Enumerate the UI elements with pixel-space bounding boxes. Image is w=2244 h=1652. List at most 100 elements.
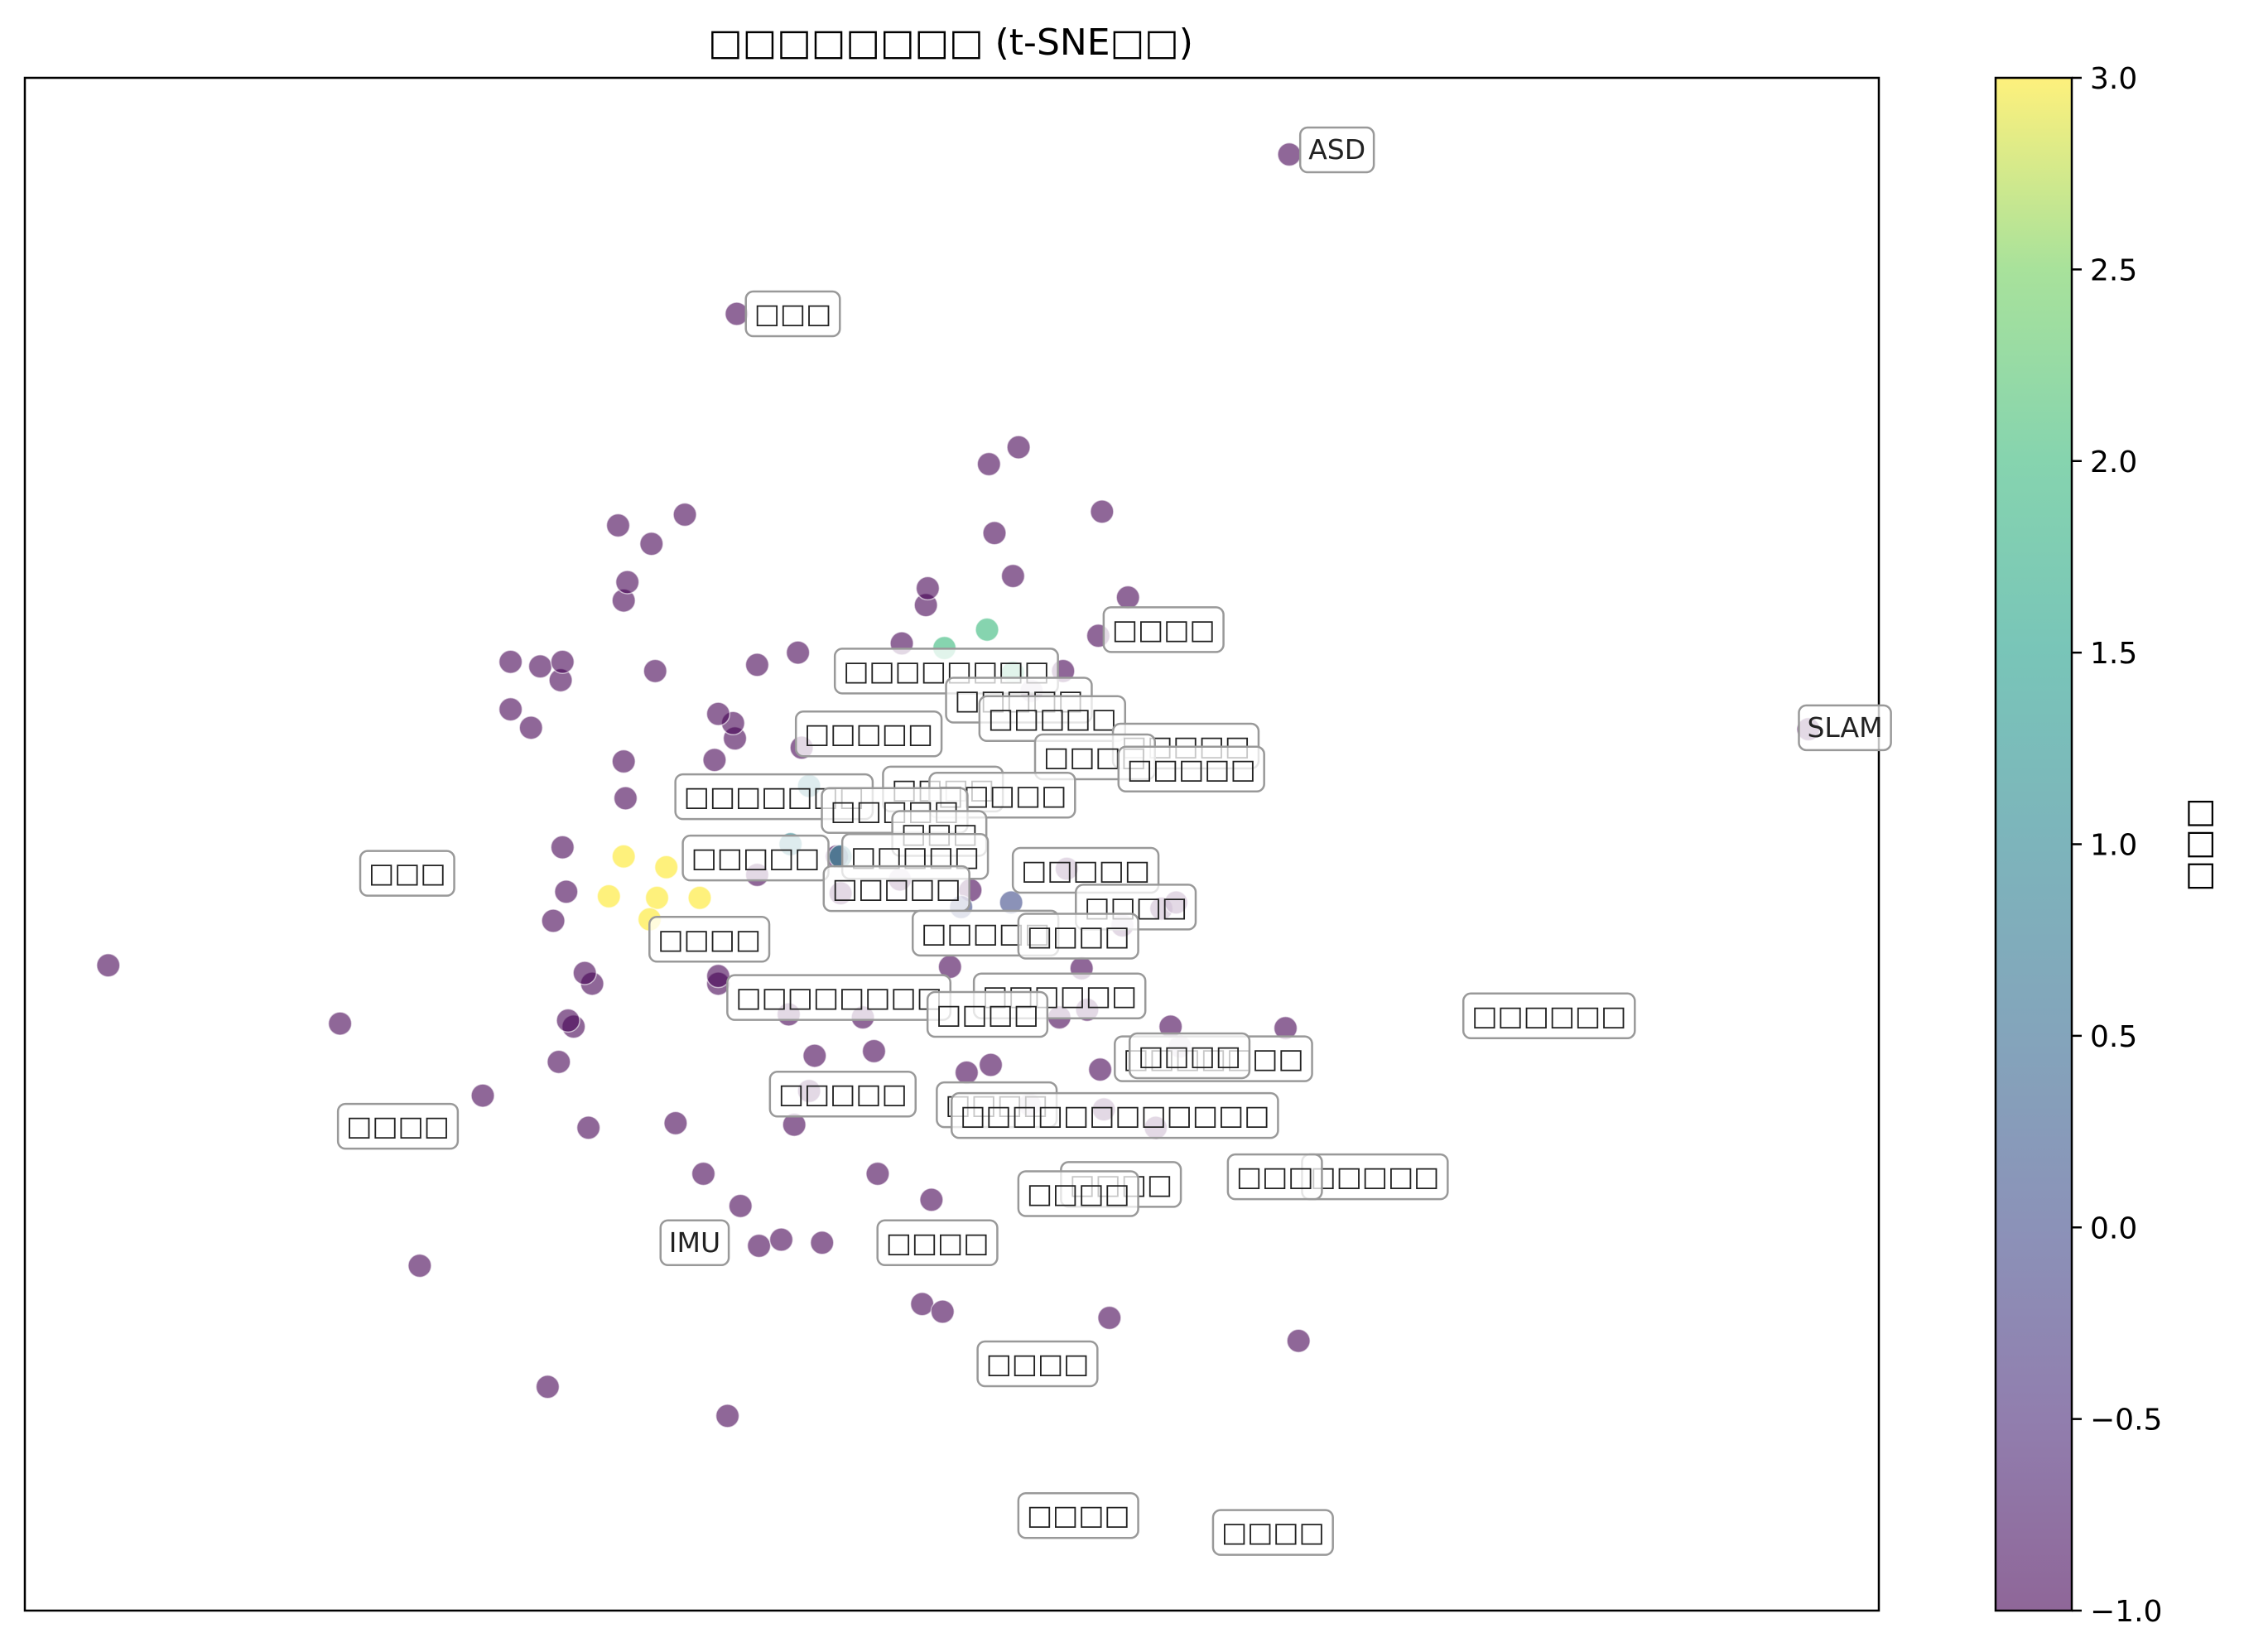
annotation-label: □□□□□ — [1021, 854, 1150, 886]
scatter-point — [728, 1193, 754, 1219]
scatter-point — [614, 570, 640, 595]
annotation-label: □□□□□ — [1310, 1160, 1439, 1192]
annotation-label: □□□□ — [986, 1347, 1090, 1380]
point-annotation: □□□□□□□□□□□□ — [951, 1091, 1279, 1139]
annotation-layer: ASD□□□□□□□SLAM□□□□□□□□□□□□□□□□□□ □□□□□□□□… — [336, 126, 1892, 1556]
scatter-point — [550, 835, 575, 860]
annotation-label: □□□ — [368, 857, 446, 889]
point-annotation: □□□ — [744, 290, 841, 338]
scatter-point — [909, 1292, 935, 1317]
scatter-point — [768, 1227, 794, 1252]
scatter-point — [596, 884, 622, 909]
colorbar: 3.0 2.5 2.0 1.5 1.0 0.5 0.0 −0.5 −1.0 □□□ — [1994, 62, 2218, 1629]
scatter-point — [498, 649, 523, 674]
scatter-point — [915, 576, 941, 601]
scatter-point — [498, 696, 523, 722]
point-annotation: □□□□□ — [1117, 745, 1265, 793]
scatter-point — [547, 1049, 571, 1075]
point-annotation: □□□ — [1226, 1153, 1323, 1201]
colorbar-gradient — [1994, 76, 2073, 1612]
scatter-point — [96, 952, 121, 978]
scatter-point — [535, 1375, 561, 1399]
colorbar-tick-label: −0.5 — [2090, 1404, 2162, 1438]
scatter-point — [861, 1038, 887, 1064]
scatter-point — [702, 747, 727, 773]
annotation-label: □□□□□ — [778, 1077, 908, 1110]
annotation-box — [648, 916, 771, 963]
annotation-box — [1017, 1491, 1139, 1539]
plot-area: ASD□□□□□□□SLAM□□□□□□□□□□□□□□□□□□ □□□□□□□□… — [23, 76, 1892, 1612]
scatter-point — [691, 1161, 716, 1187]
point-annotation: ASD — [1298, 126, 1375, 174]
annotation-box — [1798, 704, 1892, 752]
scatter-point — [518, 715, 543, 740]
colorbar-tick-label: 2.5 — [2090, 253, 2137, 287]
annotation-label: □□□□ — [657, 922, 761, 955]
annotation-label: □□□□□ — [832, 872, 961, 904]
scatter-point — [705, 701, 731, 726]
colorbar-tick-label: −1.0 — [2090, 1595, 2162, 1629]
point-annotation: □□□□ — [1017, 1491, 1139, 1539]
annotation-box — [359, 850, 455, 897]
point-annotation: SLAM — [1798, 704, 1892, 752]
point-annotation: □□□□□□□□ — [726, 974, 952, 1021]
annotation-box — [1017, 913, 1139, 960]
annotation-label: □□□□□ — [1127, 753, 1256, 785]
scatter-point — [527, 654, 553, 679]
scatter-point — [919, 1187, 944, 1212]
scatter-point — [407, 1253, 432, 1279]
point-annotation: □□□ — [359, 850, 455, 897]
annotation-box — [876, 1219, 999, 1267]
annotation-label: □□□ — [754, 297, 832, 330]
annotation-label: □□□□ — [1112, 613, 1216, 645]
annotation-box — [951, 1091, 1279, 1139]
point-annotation: □□□□ — [1128, 1032, 1251, 1080]
annotation-label: □□□□□□□□□□□□ — [960, 1099, 1269, 1131]
scatter-point — [715, 1404, 740, 1428]
annotation-box — [659, 1219, 730, 1267]
scatter-point — [976, 451, 1002, 477]
annotation-label: □□□□□ — [691, 841, 821, 874]
colorbar-tick-label: 2.0 — [2090, 446, 2137, 479]
point-annotation: IMU — [659, 1219, 730, 1267]
annotation-box — [1211, 1509, 1334, 1556]
scatter-point — [639, 531, 664, 556]
annotation-box — [794, 710, 943, 758]
annotation-box — [681, 834, 830, 882]
annotation-box — [926, 990, 1049, 1038]
annotation-label: ASD — [1308, 133, 1365, 166]
point-annotation: □□□□ — [1211, 1509, 1334, 1556]
point-annotation: □□□□□ — [822, 865, 970, 913]
scatter-point — [975, 617, 999, 643]
annotation-box — [1298, 126, 1375, 174]
scatter-point — [1090, 499, 1115, 524]
scatter-point — [644, 885, 670, 911]
point-annotation: □□□□ — [1017, 1170, 1139, 1217]
point-annotation: □□□□□ — [978, 695, 1127, 742]
annotation-box — [336, 1102, 460, 1150]
annotation-label: □□□□□□ — [1471, 999, 1626, 1032]
scatter-point — [541, 908, 566, 933]
annotation-label: □□□□ — [1027, 1499, 1130, 1531]
scatter-point — [1000, 563, 1026, 589]
colorbar-tick-label: 0.0 — [2090, 1211, 2137, 1245]
scatter-point — [802, 1043, 827, 1068]
annotation-label: □□□□□□□□ — [735, 981, 941, 1014]
annotation-box — [744, 290, 841, 338]
annotation-box — [976, 1340, 1099, 1388]
scatter-point — [575, 1115, 601, 1140]
point-annotation: □□□□ — [876, 1219, 999, 1267]
scatter-point — [1006, 435, 1031, 460]
scatter-point — [611, 844, 636, 869]
point-annotation: □□□□□□ — [1461, 992, 1636, 1040]
scatter-point — [982, 520, 1007, 546]
scatter-point — [653, 855, 679, 880]
annotation-box — [822, 865, 970, 913]
annotation-label: □□□□ — [1027, 920, 1130, 952]
scatter-point — [643, 658, 668, 684]
colorbar-tick-label: 3.0 — [2090, 62, 2137, 96]
annotation-label: □□□□ — [1027, 1178, 1130, 1210]
annotation-box — [1017, 1170, 1139, 1217]
chart-title: □□□□□□□□ (t-SNE□□) — [708, 22, 1193, 64]
